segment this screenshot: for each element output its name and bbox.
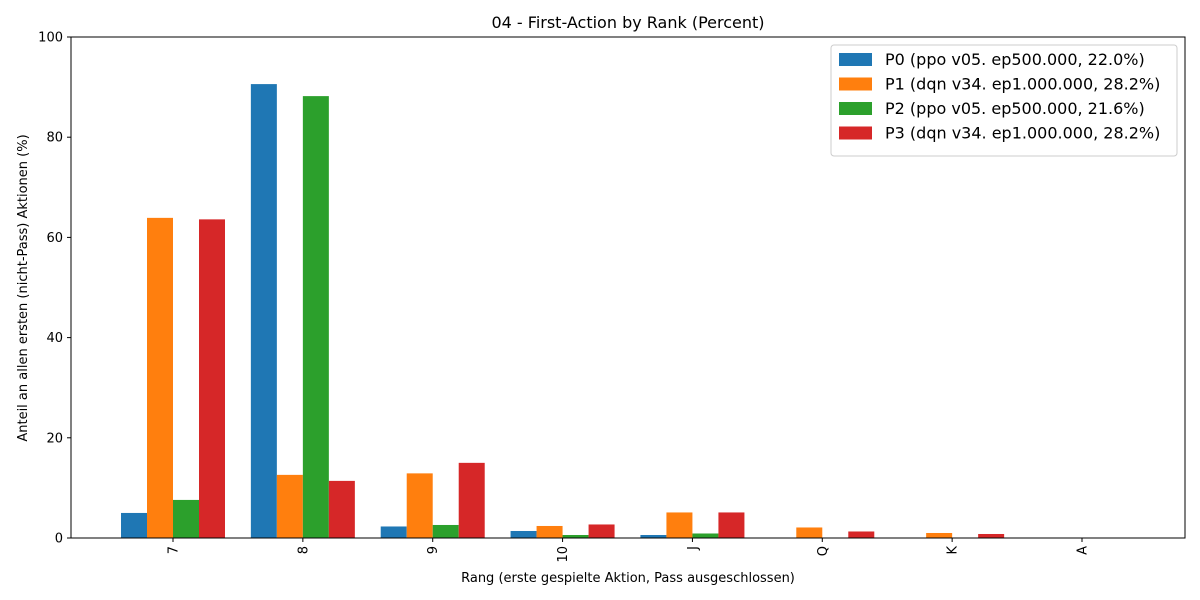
- legend-label-2: P2 (ppo v05. ep500.000, 21.6%): [885, 99, 1145, 118]
- legend-swatch-3: [839, 126, 872, 140]
- bar-8-series-2: [302, 96, 329, 539]
- x-tick-label: J: [686, 546, 701, 551]
- bar-10-series-3: [588, 524, 615, 538]
- y-tick-label: 0: [55, 532, 63, 547]
- bar-10-series-0: [510, 530, 537, 538]
- bar-10-series-2: [562, 534, 589, 538]
- legend-label-3: P3 (dqn v34. ep1.000.000, 28.2%): [885, 124, 1160, 143]
- bar-7-series-2: [173, 499, 199, 538]
- x-axis: 7 8 9 10 J Q K A: [167, 538, 1091, 563]
- bar-q-series-3: [848, 531, 875, 538]
- bar-8-series-0: [250, 84, 277, 539]
- bar-9-series-1: [406, 473, 433, 538]
- y-tick-label: 60: [46, 231, 63, 246]
- y-tick-label: 40: [46, 331, 63, 346]
- x-tick-label: 7: [167, 546, 182, 554]
- x-tick-label: A: [1076, 546, 1091, 555]
- legend: P0 (ppo v05. ep500.000, 22.0%) P1 (dqn v3…: [830, 44, 1178, 157]
- chart-title: 04 - First-Action by Rank (Percent): [491, 13, 764, 32]
- bar-10-series-1: [536, 525, 563, 538]
- bar-k-series-3: [978, 533, 1005, 538]
- bar-8-series-3: [328, 480, 355, 538]
- bar-j-series-2: [692, 533, 719, 538]
- legend-swatch-1: [839, 77, 872, 91]
- x-tick-label: 9: [426, 546, 441, 554]
- bar-8-series-1: [276, 474, 303, 538]
- bar-9-series-2: [432, 524, 459, 538]
- x-tick-label: K: [946, 546, 961, 555]
- bar-7-series-1: [147, 217, 173, 538]
- x-tick-label: 8: [296, 546, 311, 554]
- y-tick-label: 20: [46, 431, 63, 446]
- bar-q-series-1: [796, 527, 823, 538]
- bar-7-series-3: [199, 219, 225, 538]
- bar-j-series-0: [640, 534, 667, 538]
- bar-9-series-3: [458, 462, 485, 538]
- x-axis-title: Rang (erste gespielte Aktion, Pass ausge…: [461, 571, 795, 586]
- y-axis-title: Anteil an allen ersten (nicht-Pass) Akti…: [16, 134, 31, 441]
- legend-box: [830, 44, 1178, 157]
- y-tick-label: 80: [46, 131, 63, 146]
- legend-label-1: P1 (dqn v34. ep1.000.000, 28.2%): [885, 75, 1160, 94]
- legend-swatch-2: [839, 102, 872, 115]
- bar-7-series-0: [121, 512, 147, 538]
- x-tick-label: 10: [556, 546, 571, 563]
- legend-label-0: P0 (ppo v05. ep500.000, 22.0%): [885, 50, 1145, 69]
- x-tick-label: Q: [816, 546, 831, 556]
- legend-swatch-0: [839, 53, 872, 66]
- bar-k-series-1: [926, 532, 953, 538]
- bars-layer: [121, 84, 1005, 539]
- bar-j-series-3: [718, 512, 745, 538]
- bar-9-series-0: [380, 526, 407, 538]
- plot-frame: [70, 36, 1186, 539]
- y-axis: 0 20 40 60 80 100: [38, 31, 71, 547]
- bar-j-series-1: [666, 512, 693, 538]
- y-tick-label: 100: [38, 31, 63, 46]
